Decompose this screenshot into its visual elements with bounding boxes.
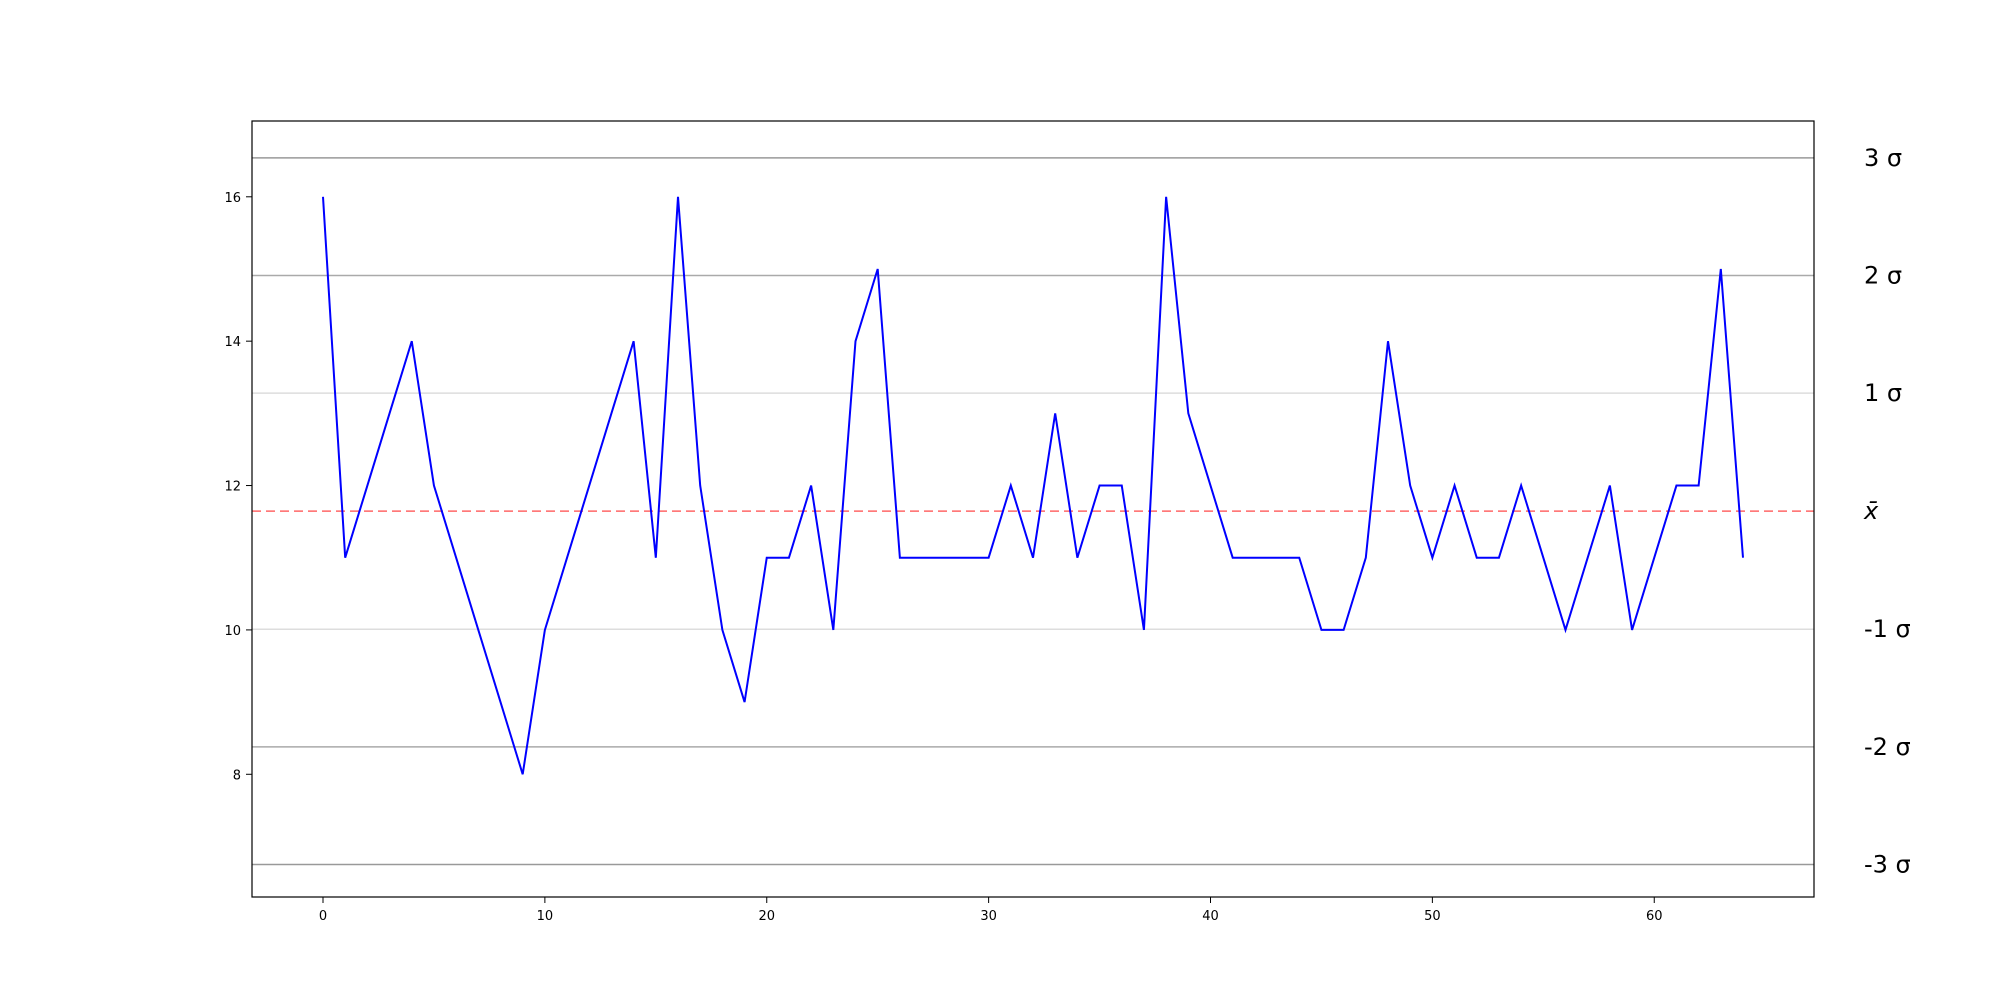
x-tick-label: 10 [537, 909, 554, 924]
y-tick-label: 8 [233, 768, 241, 783]
sigma-label: -3 σ [1864, 851, 1911, 879]
y-tick-label: 16 [224, 191, 241, 206]
y-tick-label: 12 [224, 480, 241, 495]
x-tick-label: 0 [319, 909, 327, 924]
x-tick-label: 60 [1646, 909, 1663, 924]
sigma-label: -2 σ [1864, 733, 1911, 761]
y-tick-label: 10 [224, 624, 241, 639]
sigma-labels: 3 σ 2 σ 1 σ -1 σ -2 σ -3 σ x̄ [1863, 144, 1911, 879]
axis-ticks: 0 10 20 30 40 50 60 8 10 12 14 16 [224, 191, 1662, 924]
axes-frame [251, 120, 1815, 898]
sigma-label: 3 σ [1864, 144, 1902, 172]
x-tick-label: 30 [980, 909, 997, 924]
sigma-label: 1 σ [1864, 379, 1902, 407]
y-tick-label: 14 [224, 335, 241, 350]
x-tick-label: 20 [758, 909, 775, 924]
x-tick-label: 40 [1202, 909, 1219, 924]
sigma-label: -1 σ [1864, 615, 1911, 643]
series-line [322, 196, 1744, 775]
plot-area [252, 157, 1814, 866]
x-tick-label: 50 [1424, 909, 1441, 924]
mean-label: x̄ [1863, 497, 1879, 525]
sigma-label: 2 σ [1864, 261, 1902, 289]
